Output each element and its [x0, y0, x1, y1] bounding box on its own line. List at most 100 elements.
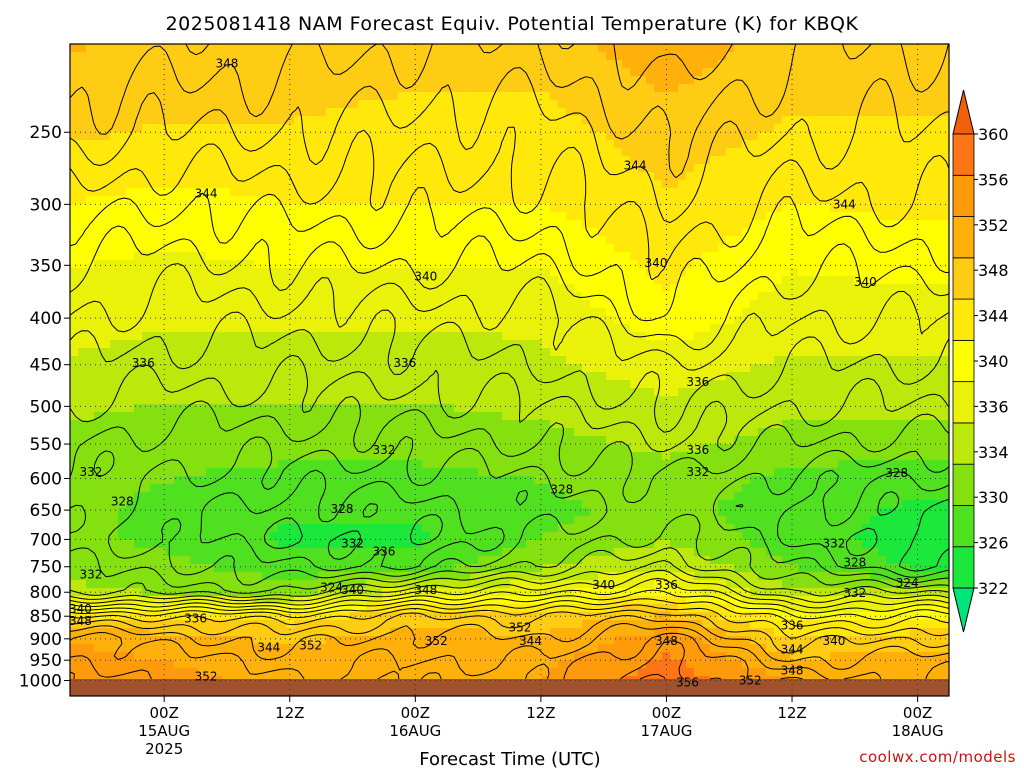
- field-cell: [518, 212, 527, 221]
- field-cell: [70, 388, 79, 397]
- field-cell: [790, 108, 799, 117]
- field-cell: [870, 348, 879, 357]
- field-cell: [110, 132, 119, 141]
- field-cell: [582, 260, 591, 269]
- field-cell: [566, 364, 575, 373]
- field-cell: [142, 260, 151, 269]
- field-cell: [110, 68, 119, 77]
- field-cell: [294, 132, 303, 141]
- field-cell: [230, 228, 239, 237]
- field-cell: [502, 260, 511, 269]
- field-cell: [126, 124, 135, 133]
- field-cell: [406, 116, 415, 125]
- field-cell: [854, 204, 863, 213]
- field-cell: [678, 268, 687, 277]
- field-cell: [726, 212, 735, 221]
- field-cell: [614, 268, 623, 277]
- field-cell: [494, 300, 503, 309]
- field-cell: [390, 92, 399, 101]
- field-cell: [670, 92, 679, 101]
- field-cell: [374, 332, 383, 341]
- field-cell: [750, 116, 759, 125]
- field-cell: [70, 116, 79, 125]
- field-cell: [638, 380, 647, 389]
- field-cell: [262, 148, 271, 157]
- field-cell: [366, 52, 375, 61]
- field-cell: [94, 52, 103, 61]
- field-cell: [358, 212, 367, 221]
- field-cell: [774, 212, 783, 221]
- field-cell: [806, 204, 815, 213]
- field-cell: [534, 356, 543, 365]
- field-cell: [358, 340, 367, 349]
- field-cell: [726, 132, 735, 141]
- field-cell: [566, 316, 575, 325]
- field-cell: [654, 396, 663, 405]
- field-cell: [518, 164, 527, 173]
- field-cell: [318, 276, 327, 285]
- field-cell: [422, 132, 431, 141]
- field-cell: [302, 52, 311, 61]
- field-cell: [870, 76, 879, 85]
- field-cell: [182, 140, 191, 149]
- field-cell: [398, 388, 407, 397]
- field-cell: [894, 396, 903, 405]
- field-cell: [606, 188, 615, 197]
- field-cell: [566, 84, 575, 93]
- field-cell: [430, 396, 439, 405]
- field-cell: [622, 244, 631, 253]
- field-cell: [494, 140, 503, 149]
- field-cell: [758, 124, 767, 133]
- field-cell: [814, 276, 823, 285]
- field-cell: [878, 124, 887, 133]
- field-cell: [598, 356, 607, 365]
- field-cell: [910, 260, 919, 269]
- field-cell: [566, 276, 575, 285]
- field-cell: [238, 44, 247, 53]
- field-cell: [206, 228, 215, 237]
- field-cell: [206, 68, 215, 77]
- field-cell: [686, 100, 695, 109]
- field-cell: [150, 260, 159, 269]
- field-cell: [854, 228, 863, 237]
- field-cell: [318, 316, 327, 325]
- field-cell: [230, 188, 239, 197]
- field-cell: [494, 124, 503, 133]
- field-cell: [342, 188, 351, 197]
- field-cell: [742, 372, 751, 381]
- field-cell: [222, 284, 231, 293]
- field-cell: [166, 92, 175, 101]
- field-cell: [934, 300, 943, 309]
- field-cell: [78, 124, 87, 133]
- field-cell: [686, 188, 695, 197]
- field-cell: [782, 348, 791, 357]
- field-cell: [302, 172, 311, 181]
- field-cell: [726, 60, 735, 69]
- field-cell: [206, 212, 215, 221]
- field-cell: [326, 284, 335, 293]
- field-cell: [694, 364, 703, 373]
- field-cell: [438, 364, 447, 373]
- field-cell: [94, 324, 103, 333]
- field-cell: [902, 316, 911, 325]
- field-cell: [598, 388, 607, 397]
- field-cell: [862, 372, 871, 381]
- field-cell: [390, 140, 399, 149]
- field-cell: [438, 332, 447, 341]
- field-cell: [534, 108, 543, 117]
- field-cell: [326, 244, 335, 253]
- field-cell: [646, 268, 655, 277]
- field-cell: [190, 340, 199, 349]
- field-cell: [374, 228, 383, 237]
- field-cell: [678, 68, 687, 77]
- field-cell: [254, 236, 263, 245]
- field-cell: [590, 76, 599, 85]
- field-cell: [798, 196, 807, 205]
- field-cell: [406, 396, 415, 405]
- field-cell: [190, 188, 199, 197]
- field-cell: [798, 244, 807, 253]
- field-cell: [374, 292, 383, 301]
- field-cell: [102, 356, 111, 365]
- field-cell: [902, 108, 911, 117]
- field-cell: [158, 180, 167, 189]
